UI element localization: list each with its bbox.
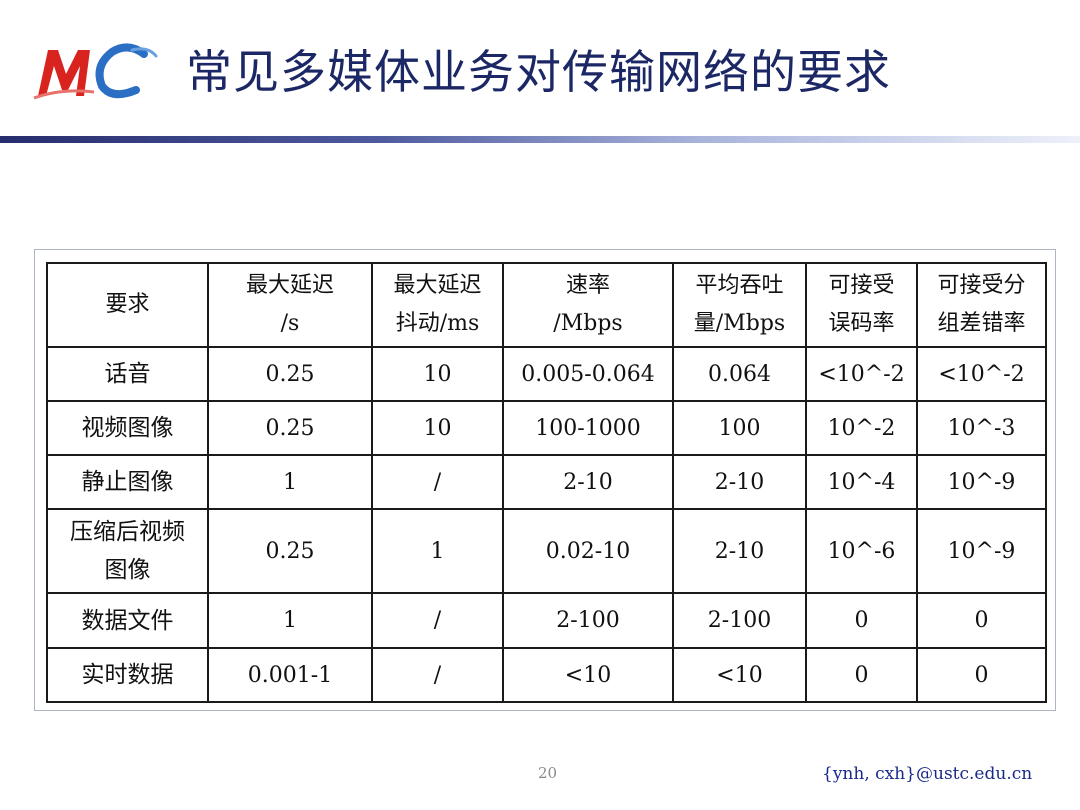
cell-max-delay: 1 (207, 592, 373, 649)
header-requirement: 要求 (46, 262, 209, 348)
slide-title: 常见多媒体业务对传输网络的要求 (186, 45, 891, 99)
footer-email: {ynh, cxh}@ustc.edu.cn (822, 764, 1033, 784)
cell-max-jitter: / (371, 454, 504, 510)
row-label: 话音 (46, 346, 209, 402)
cell-bit-error-rate: 10^-2 (805, 400, 918, 456)
cell-rate: 0.02-10 (502, 508, 674, 594)
cell-packet-error-rate: 0 (916, 647, 1047, 703)
cell-avg-throughput: 0.064 (672, 346, 807, 402)
cell-max-jitter: 10 (371, 346, 504, 402)
requirements-table: 要求 最大延迟/s 最大延迟 抖动/ms 速率/Mbps 平均吞吐 量/Mbps 可… (46, 262, 1047, 703)
table-header-row: 要求 最大延迟/s 最大延迟 抖动/ms 速率/Mbps 平均吞吐 量/Mbps 可… (46, 262, 1047, 348)
cell-max-jitter: 10 (371, 400, 504, 456)
header-max-jitter: 最大延迟 抖动/ms (371, 262, 504, 348)
cell-avg-throughput: <10 (672, 647, 807, 703)
cell-max-jitter: / (371, 592, 504, 649)
title-underline-bar (0, 136, 1080, 143)
row-label: 压缩后视频 图像 (46, 508, 209, 594)
cell-max-delay: 1 (207, 454, 373, 510)
cell-avg-throughput: 2-100 (672, 592, 807, 649)
header-bit-error-rate: 可接受 误码率 (805, 262, 918, 348)
cell-bit-error-rate: <10^-2 (805, 346, 918, 402)
cell-bit-error-rate: 0 (805, 647, 918, 703)
header-avg-throughput: 平均吞吐 量/Mbps (672, 262, 807, 348)
cell-max-delay: 0.001-1 (207, 647, 373, 703)
cell-packet-error-rate: <10^-2 (916, 346, 1047, 402)
row-label: 实时数据 (46, 647, 209, 703)
cell-rate: 2-100 (502, 592, 674, 649)
page-number: 20 (538, 764, 558, 782)
row-label: 静止图像 (46, 454, 209, 510)
cell-packet-error-rate: 10^-3 (916, 400, 1047, 456)
cell-rate: 100-1000 (502, 400, 674, 456)
mc-logo (33, 43, 158, 100)
cell-avg-throughput: 2-10 (672, 454, 807, 510)
cell-max-delay: 0.25 (207, 346, 373, 402)
header-max-delay: 最大延迟/s (207, 262, 373, 348)
table-row: 静止图像 1 / 2-10 2-10 10^-4 10^-9 (46, 454, 1047, 510)
cell-avg-throughput: 2-10 (672, 508, 807, 594)
cell-packet-error-rate: 10^-9 (916, 454, 1047, 510)
cell-max-delay: 0.25 (207, 508, 373, 594)
cell-bit-error-rate: 10^-6 (805, 508, 918, 594)
cell-rate: <10 (502, 647, 674, 703)
header-rate: 速率/Mbps (502, 262, 674, 348)
table-row: 话音 0.25 10 0.005-0.064 0.064 <10^-2 <10^… (46, 346, 1047, 402)
row-label: 数据文件 (46, 592, 209, 649)
cell-max-delay: 0.25 (207, 400, 373, 456)
header-packet-error-rate: 可接受分 组差错率 (916, 262, 1047, 348)
cell-rate: 2-10 (502, 454, 674, 510)
cell-packet-error-rate: 10^-9 (916, 508, 1047, 594)
cell-rate: 0.005-0.064 (502, 346, 674, 402)
cell-avg-throughput: 100 (672, 400, 807, 456)
cell-packet-error-rate: 0 (916, 592, 1047, 649)
table-row: 实时数据 0.001-1 / <10 <10 0 0 (46, 647, 1047, 703)
cell-bit-error-rate: 10^-4 (805, 454, 918, 510)
cell-max-jitter: / (371, 647, 504, 703)
table-row: 压缩后视频 图像 0.25 1 0.02-10 2-10 10^-6 10^-9 (46, 508, 1047, 594)
cell-max-jitter: 1 (371, 508, 504, 594)
row-label: 视频图像 (46, 400, 209, 456)
cell-bit-error-rate: 0 (805, 592, 918, 649)
table-row: 视频图像 0.25 10 100-1000 100 10^-2 10^-3 (46, 400, 1047, 456)
table-row: 数据文件 1 / 2-100 2-100 0 0 (46, 592, 1047, 649)
